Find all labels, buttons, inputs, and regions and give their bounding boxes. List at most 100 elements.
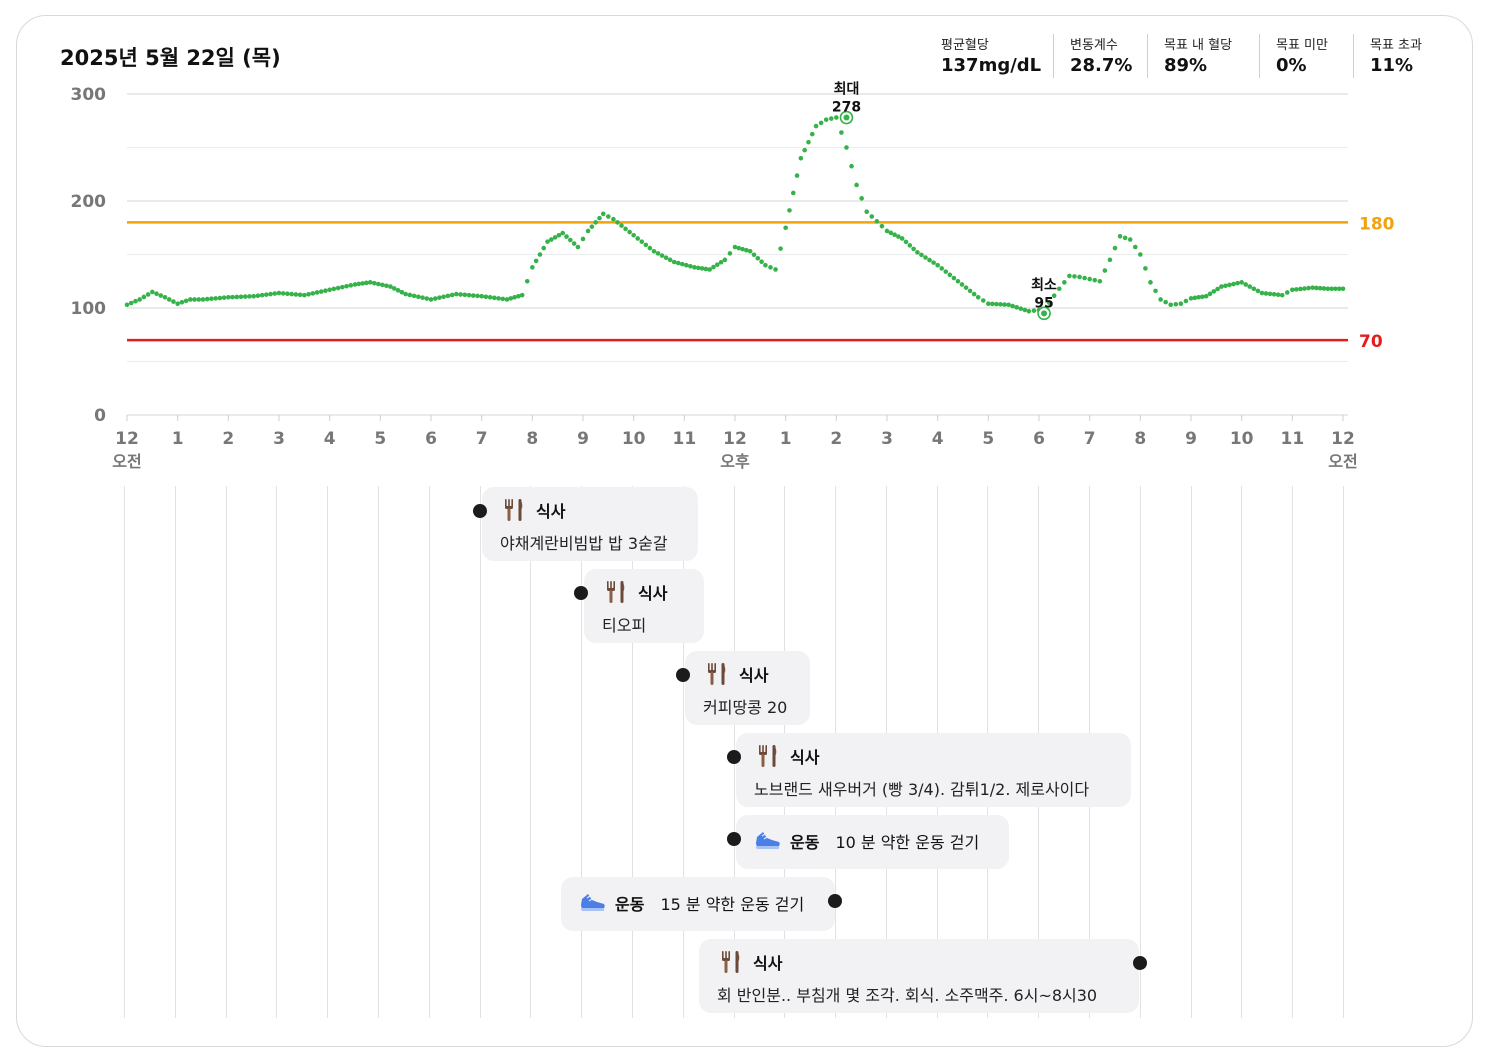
glucose-point	[145, 292, 151, 297]
event-description: 티오피	[602, 616, 647, 635]
extreme-value: 278	[832, 100, 861, 116]
glucose-point	[823, 117, 829, 122]
glucose-point	[1163, 299, 1168, 305]
glucose-point	[1183, 298, 1189, 304]
glucose-point	[839, 130, 844, 135]
x-period-label: 오후	[720, 452, 750, 471]
stat-below-range: 목표 미만 0%	[1276, 34, 1328, 76]
glucose-point	[1306, 285, 1311, 291]
glucose-point	[751, 252, 757, 258]
glucose-point	[980, 298, 986, 303]
timeline-hour-line	[1241, 486, 1243, 1018]
glucose-point	[128, 300, 134, 306]
exercise-event[interactable]: 운동 15 분 약한 운동 걷기	[561, 877, 835, 931]
timeline-hour-line	[682, 486, 684, 1018]
glucose-point	[545, 239, 550, 244]
glucose-point	[1255, 288, 1261, 294]
glucose-point	[939, 266, 945, 271]
glucose-point	[458, 292, 463, 297]
shoe-icon	[579, 890, 607, 916]
glucose-point	[1002, 302, 1007, 307]
stat-value: 0%	[1276, 55, 1307, 76]
glucose-point	[585, 228, 591, 234]
glucose-point	[935, 262, 940, 268]
glucose-point	[500, 296, 506, 302]
exercise-event[interactable]: 운동 10 분 약한 운동 걷기	[736, 815, 1009, 869]
glucose-point	[306, 291, 311, 297]
glucose-point	[356, 281, 362, 287]
meal-event[interactable]: 식사 야채계란비빔밥 밥 3숟갈	[482, 487, 698, 561]
glucose-point	[659, 253, 665, 258]
glucose-point	[834, 115, 839, 120]
glucose-point	[247, 294, 252, 299]
meal-event[interactable]: 식사 회 반인분.. 부침개 몇 조각. 회식. 소주맥주. 6시~8시30	[699, 939, 1139, 1013]
glucose-point	[560, 230, 566, 236]
glucose-point	[671, 259, 677, 265]
meal-event[interactable]: 식사 티오피	[584, 569, 704, 643]
glucose-point	[432, 296, 438, 301]
glucose-point	[998, 302, 1003, 307]
glucose-point	[899, 236, 905, 241]
glucose-point	[1107, 257, 1113, 263]
timeline-hour-line	[428, 486, 430, 1018]
x-tick-label: 8	[526, 429, 538, 449]
glucose-point	[684, 262, 689, 268]
stat-label: 목표 미만	[1276, 38, 1328, 53]
glucose-point	[798, 155, 804, 161]
glucose-point	[1077, 274, 1082, 280]
glucose-point	[420, 295, 425, 300]
glucose-point	[1158, 297, 1163, 302]
stat-divider	[1147, 34, 1148, 78]
glucose-point	[179, 299, 185, 305]
glucose-point	[787, 208, 792, 213]
glucose-point	[722, 257, 728, 263]
event-description: 10 분 약한 운동 걷기	[835, 833, 980, 852]
glucose-point	[695, 265, 701, 271]
glucose-point	[1251, 286, 1257, 292]
glucose-point	[854, 182, 859, 188]
glucose-point	[639, 239, 645, 244]
glucose-point	[556, 232, 562, 238]
glucose-point	[763, 262, 768, 268]
glucose-point	[888, 230, 894, 236]
glucose-point	[364, 280, 369, 286]
event-time-dot	[726, 832, 741, 846]
stat-divider	[1259, 34, 1260, 78]
glucose-point	[445, 293, 451, 299]
glucose-point	[907, 243, 913, 248]
glucose-point	[600, 211, 606, 217]
glucose-point	[1200, 294, 1205, 300]
glucose-point	[416, 294, 421, 300]
glucose-point	[759, 259, 764, 265]
glucose-point	[1062, 280, 1067, 285]
glucose-point	[619, 223, 624, 228]
x-tick-label: 12	[115, 429, 139, 449]
glucose-point	[242, 294, 248, 299]
threshold-label: 70	[1359, 332, 1383, 352]
timeline-hour-line	[581, 486, 583, 1018]
glucose-point	[1298, 286, 1303, 292]
glucose-point	[1087, 276, 1092, 282]
glucose-point	[1192, 295, 1198, 301]
meal-event[interactable]: 식사 노브랜드 새우버거 (빵 3/4). 감튀1/2. 제로사이다	[736, 733, 1131, 807]
glucose-point	[407, 292, 413, 298]
glucose-point	[1263, 291, 1269, 296]
glucose-point	[699, 266, 705, 271]
glucose-point	[1117, 234, 1123, 239]
event-time-dot	[472, 504, 487, 518]
x-tick-label: 4	[932, 429, 944, 449]
y-tick-label: 0	[94, 406, 106, 426]
event-time-dot	[574, 586, 589, 600]
glucose-point	[790, 190, 796, 196]
event-description: 회 반인분.. 부침개 몇 조각. 회식. 소주맥주. 6시~8시30	[717, 986, 1098, 1005]
timeline-hour-line	[1190, 486, 1192, 1018]
glucose-point	[272, 291, 278, 296]
glucose-point	[175, 301, 180, 307]
glucose-point	[323, 288, 328, 294]
glucose-point	[986, 301, 991, 307]
glucose-point	[1275, 292, 1281, 298]
event-type-label: 식사	[739, 666, 769, 685]
glucose-point	[1010, 303, 1015, 309]
meal-event[interactable]: 식사 커피땅콩 20	[685, 651, 810, 725]
glucose-point	[1314, 285, 1319, 291]
